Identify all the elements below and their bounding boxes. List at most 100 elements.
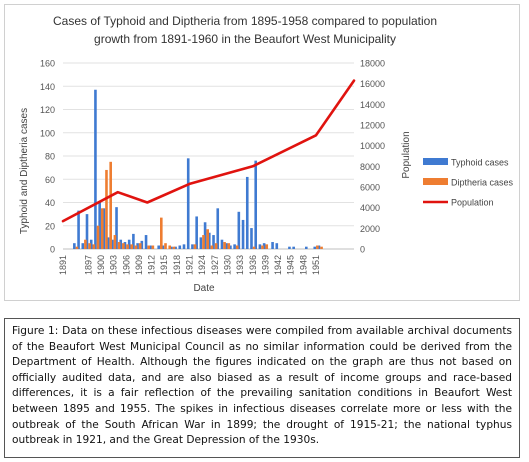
- x-tick-label: 1915: [159, 255, 169, 275]
- typhoid-bar: [115, 207, 118, 249]
- right-tick-label: 10000: [360, 141, 385, 151]
- figure-caption-text: Figure 1: Data on these infectious disea…: [12, 325, 512, 447]
- right-tick-label: 14000: [360, 100, 385, 110]
- chart-frame: Cases of Typhoid and Diptheria from 1895…: [4, 4, 520, 301]
- x-tick-label: 1921: [185, 255, 195, 275]
- typhoid-bar: [119, 239, 123, 249]
- x-tick-label: 1939: [260, 255, 270, 275]
- typhoid-bar: [81, 243, 85, 249]
- diptheria-bar: [235, 245, 239, 249]
- right-tick-label: 8000: [360, 162, 380, 172]
- left-tick-label: 80: [45, 152, 55, 162]
- typhoid-bar: [85, 214, 89, 249]
- typhoid-bar: [229, 245, 232, 249]
- typhoid-bar: [271, 242, 274, 249]
- diptheria-bar: [92, 244, 96, 249]
- typhoid-bar: [208, 232, 211, 249]
- diptheria-bar: [130, 244, 134, 249]
- typhoid-bar: [127, 239, 131, 249]
- right-tick-label: 6000: [360, 183, 380, 193]
- diptheria-bar: [105, 169, 108, 249]
- left-tick-label: 120: [40, 105, 55, 115]
- diptheria-bar: [261, 245, 264, 249]
- typhoid-bar: [136, 243, 139, 249]
- diptheria-bar: [147, 245, 150, 249]
- diptheria-bar: [320, 246, 323, 249]
- typhoid-bar: [288, 246, 291, 249]
- figure-caption-box: Figure 1: Data on these infectious disea…: [4, 318, 520, 458]
- diptheria-bar: [151, 245, 155, 249]
- typhoid-bar: [258, 244, 262, 249]
- typhoid-bar: [106, 237, 110, 249]
- typhoid-bar: [292, 246, 295, 249]
- diptheria-bar: [265, 244, 269, 249]
- diptheria-bar: [88, 243, 91, 249]
- typhoid-bar: [186, 158, 190, 249]
- chart-title-line1: Cases of Typhoid and Diptheria from 1895…: [53, 14, 437, 28]
- diptheria-bar: [160, 217, 163, 249]
- x-tick-label: 1903: [109, 255, 119, 275]
- diptheria-bar: [96, 225, 100, 249]
- y-axis-label-right: Population: [401, 131, 412, 178]
- typhoid-bar: [161, 245, 165, 249]
- diptheria-bar: [210, 245, 214, 249]
- typhoid-bar: [233, 244, 236, 249]
- diptheria-bar: [316, 245, 319, 249]
- x-tick-label: 1891: [58, 255, 68, 275]
- diptheria-bar: [122, 243, 125, 249]
- left-tick-label: 100: [40, 128, 55, 138]
- x-tick-label: 1927: [210, 255, 220, 275]
- x-tick-label: 1951: [311, 255, 321, 275]
- x-tick-label: 1930: [222, 255, 232, 275]
- diptheria-bar: [84, 239, 87, 249]
- typhoid-bar: [157, 245, 160, 249]
- y-axis-label-left: Typhoid and Diptheria cases: [19, 108, 30, 234]
- right-tick-label: 2000: [360, 224, 380, 234]
- diptheria-bar: [117, 242, 121, 249]
- x-tick-label: 1924: [197, 255, 207, 275]
- left-tick-label: 40: [45, 198, 55, 208]
- right-axis-ticks: 0 2000 4000 6000 8000 10000 12000 14000 16000 180…: [360, 59, 385, 255]
- typhoid-bar: [132, 233, 135, 249]
- legend-swatch-diptheria: [423, 178, 448, 185]
- left-tick-label: 160: [40, 59, 55, 69]
- x-tick-label: 1906: [121, 255, 131, 275]
- legend: Typhoid cases Diptheria cases Population: [423, 158, 514, 208]
- population-line: [61, 79, 356, 223]
- x-tick-label: 1909: [134, 255, 144, 275]
- typhoid-bar: [89, 239, 93, 249]
- typhoid-bar: [98, 202, 101, 249]
- chart-title-line2: growth from 1891-1960 in the Beaufort We…: [94, 32, 396, 46]
- x-axis-ticks: 1891 1897 1900 1903 1906 1909 1912 1915 1918 1921…: [58, 255, 321, 275]
- typhoid-bar: [174, 246, 177, 249]
- typhoid-bar: [111, 239, 114, 249]
- diptheria-bar: [100, 208, 104, 249]
- right-tick-label: 4000: [360, 203, 380, 213]
- typhoid-bar: [250, 228, 253, 249]
- typhoid-bar: [170, 246, 173, 249]
- left-tick-label: 140: [40, 82, 55, 92]
- typhoid-bar: [317, 245, 321, 249]
- x-tick-label: 1936: [248, 255, 258, 275]
- diptheria-bar: [193, 244, 197, 249]
- diptheria-bar: [252, 246, 256, 249]
- typhoid-bar: [178, 245, 182, 249]
- typhoid-bar: [224, 243, 228, 249]
- diptheria-bar: [168, 245, 172, 249]
- left-tick-label: 0: [50, 245, 55, 255]
- typhoid-bar: [212, 235, 215, 249]
- legend-swatch-typhoid: [423, 158, 448, 165]
- x-tick-label: 1912: [147, 255, 157, 275]
- diptheria-bar: [206, 229, 209, 249]
- left-axis-ticks: 0 20 40 60 80 100 120 140 160: [40, 59, 55, 255]
- x-tick-label: 1948: [298, 255, 308, 275]
- typhoid-bar: [241, 219, 245, 249]
- diptheria-bar: [223, 242, 226, 249]
- diptheria-bar: [202, 235, 205, 249]
- diptheria-bar: [214, 243, 218, 249]
- typhoid-bar: [275, 243, 279, 249]
- diptheria-bar: [134, 245, 138, 249]
- typhoid-bar: [245, 176, 249, 249]
- x-tick-label: 1933: [235, 255, 245, 275]
- typhoid-bar: [216, 208, 220, 249]
